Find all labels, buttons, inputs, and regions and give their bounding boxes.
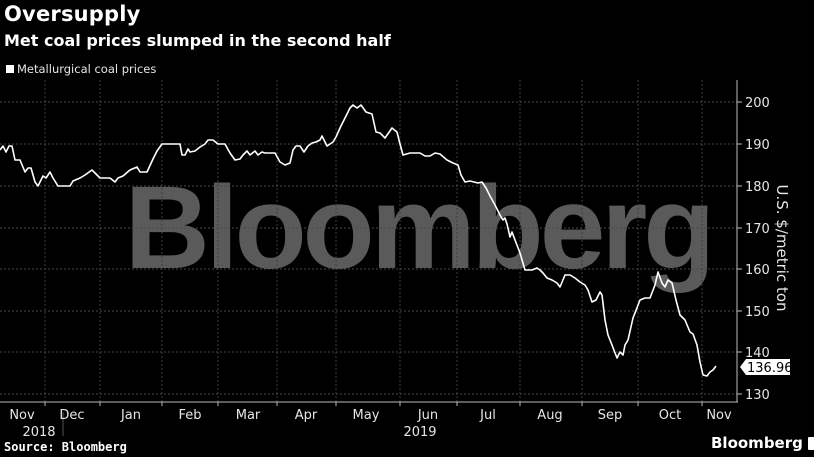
svg-text:Mar: Mar (236, 408, 261, 423)
last-value-label: 136.96 (747, 361, 793, 376)
svg-text:Jun: Jun (417, 408, 438, 423)
svg-text:May: May (353, 408, 380, 423)
svg-text:150: 150 (745, 305, 770, 320)
svg-text:190: 190 (745, 138, 770, 153)
last-value-callout: 136.96 (740, 359, 793, 376)
brand-text: Bloomberg (711, 434, 803, 452)
svg-text:Nov: Nov (9, 408, 35, 423)
legend-swatch-icon (6, 65, 14, 73)
brand-logo: Bloomberg (711, 434, 814, 452)
svg-text:180: 180 (745, 180, 770, 195)
y-axis-label: U.S. $/metric ton (773, 184, 791, 312)
svg-text:Aug: Aug (537, 408, 562, 423)
y-axis-ticks (737, 101, 742, 395)
coal-price-line (0, 104, 717, 377)
bloomberg-chart-icon (807, 436, 814, 450)
svg-text:Dec: Dec (59, 408, 84, 423)
svg-text:160: 160 (745, 263, 770, 278)
svg-text:170: 170 (745, 222, 770, 237)
x-axis-ticks (44, 402, 703, 406)
svg-text:Sep: Sep (598, 408, 623, 423)
svg-text:140: 140 (745, 346, 770, 361)
svg-text:2018: 2018 (22, 425, 55, 440)
legend: Metallurgical coal prices (6, 62, 156, 76)
y-tick-labels: 200 190 180 170 160 150 140 130 (745, 96, 770, 403)
x-tick-labels: Nov Dec Jan Feb Mar Apr May Jun Jul Aug … (9, 408, 732, 440)
horizontal-gridlines (0, 101, 737, 395)
svg-text:Jul: Jul (479, 408, 496, 423)
svg-text:200: 200 (745, 96, 770, 111)
chart-subtitle: Met coal prices slumped in the second ha… (4, 31, 391, 50)
svg-text:Oct: Oct (659, 408, 681, 423)
vertical-gridlines (44, 80, 703, 402)
svg-text:2019: 2019 (403, 425, 436, 440)
chart-title: Oversupply (4, 2, 141, 26)
svg-text:Nov: Nov (706, 408, 732, 423)
svg-text:130: 130 (745, 388, 770, 403)
svg-text:Feb: Feb (178, 408, 201, 423)
legend-label: Metallurgical coal prices (17, 62, 157, 76)
svg-text:Jan: Jan (120, 408, 141, 423)
source-note: Source: Bloomberg (4, 440, 127, 454)
svg-text:Apr: Apr (295, 408, 318, 423)
